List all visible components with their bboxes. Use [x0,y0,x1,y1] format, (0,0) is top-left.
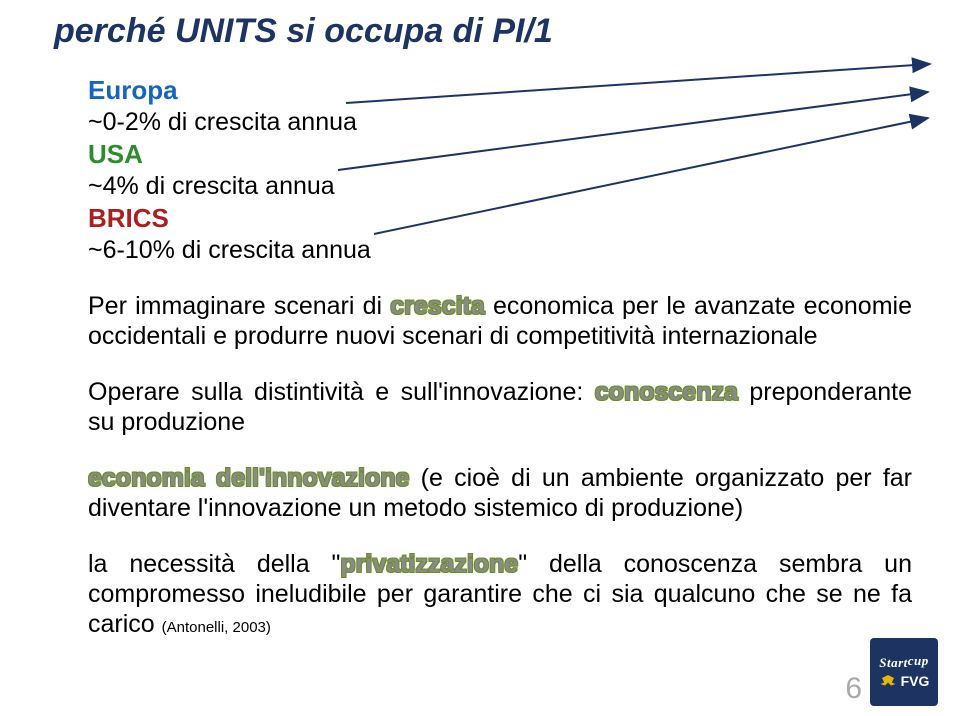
slide: perché UNITS si occupa di PI/1 Europa ~0… [0,0,960,716]
citation: (Antonelli, 2003) [162,619,271,636]
para4-pre: la necessità della " [88,550,340,578]
paragraph-2: Operare sulla distintività e sull'innova… [88,377,912,437]
growth-europa-value: ~0-2% di crescita annua [88,108,912,137]
keyword-economia-innovazione: economia dell'innovazione [88,464,409,492]
footer-brand-top: Startcup [879,655,929,671]
growth-usa-value: ~4% di crescita annua [88,172,912,201]
page-number: 6 [845,672,862,706]
eagle-icon [879,673,897,689]
keyword-conoscenza: conoscenza [595,378,738,406]
keyword-crescita: crescita [390,292,485,320]
paragraph-4: la necessità della "privatizzazione" del… [88,549,912,639]
para1-pre: Per immaginare scenari di [88,292,390,320]
slide-title: perché UNITS si occupa di PI/1 [54,0,912,51]
paragraph-1: Per immaginare scenari di crescita econo… [88,291,912,351]
growth-brics-label: BRICS [88,203,912,234]
growth-europa-label: Europa [88,75,912,106]
footer-brand-bottom: FVG [879,673,930,689]
keyword-privatizzazione: privatizzazione [340,550,518,578]
growth-brics-value: ~6-10% di crescita annua [88,236,912,265]
growth-usa-label: USA [88,139,912,170]
para2-pre: Operare sulla distintività e sull'innova… [88,378,595,406]
paragraph-3: economia dell'innovazione (e cioè di un … [88,463,912,523]
footer-logo: Startcup FVG [870,638,938,706]
content-area: Europa ~0-2% di crescita annua USA ~4% d… [88,75,912,639]
